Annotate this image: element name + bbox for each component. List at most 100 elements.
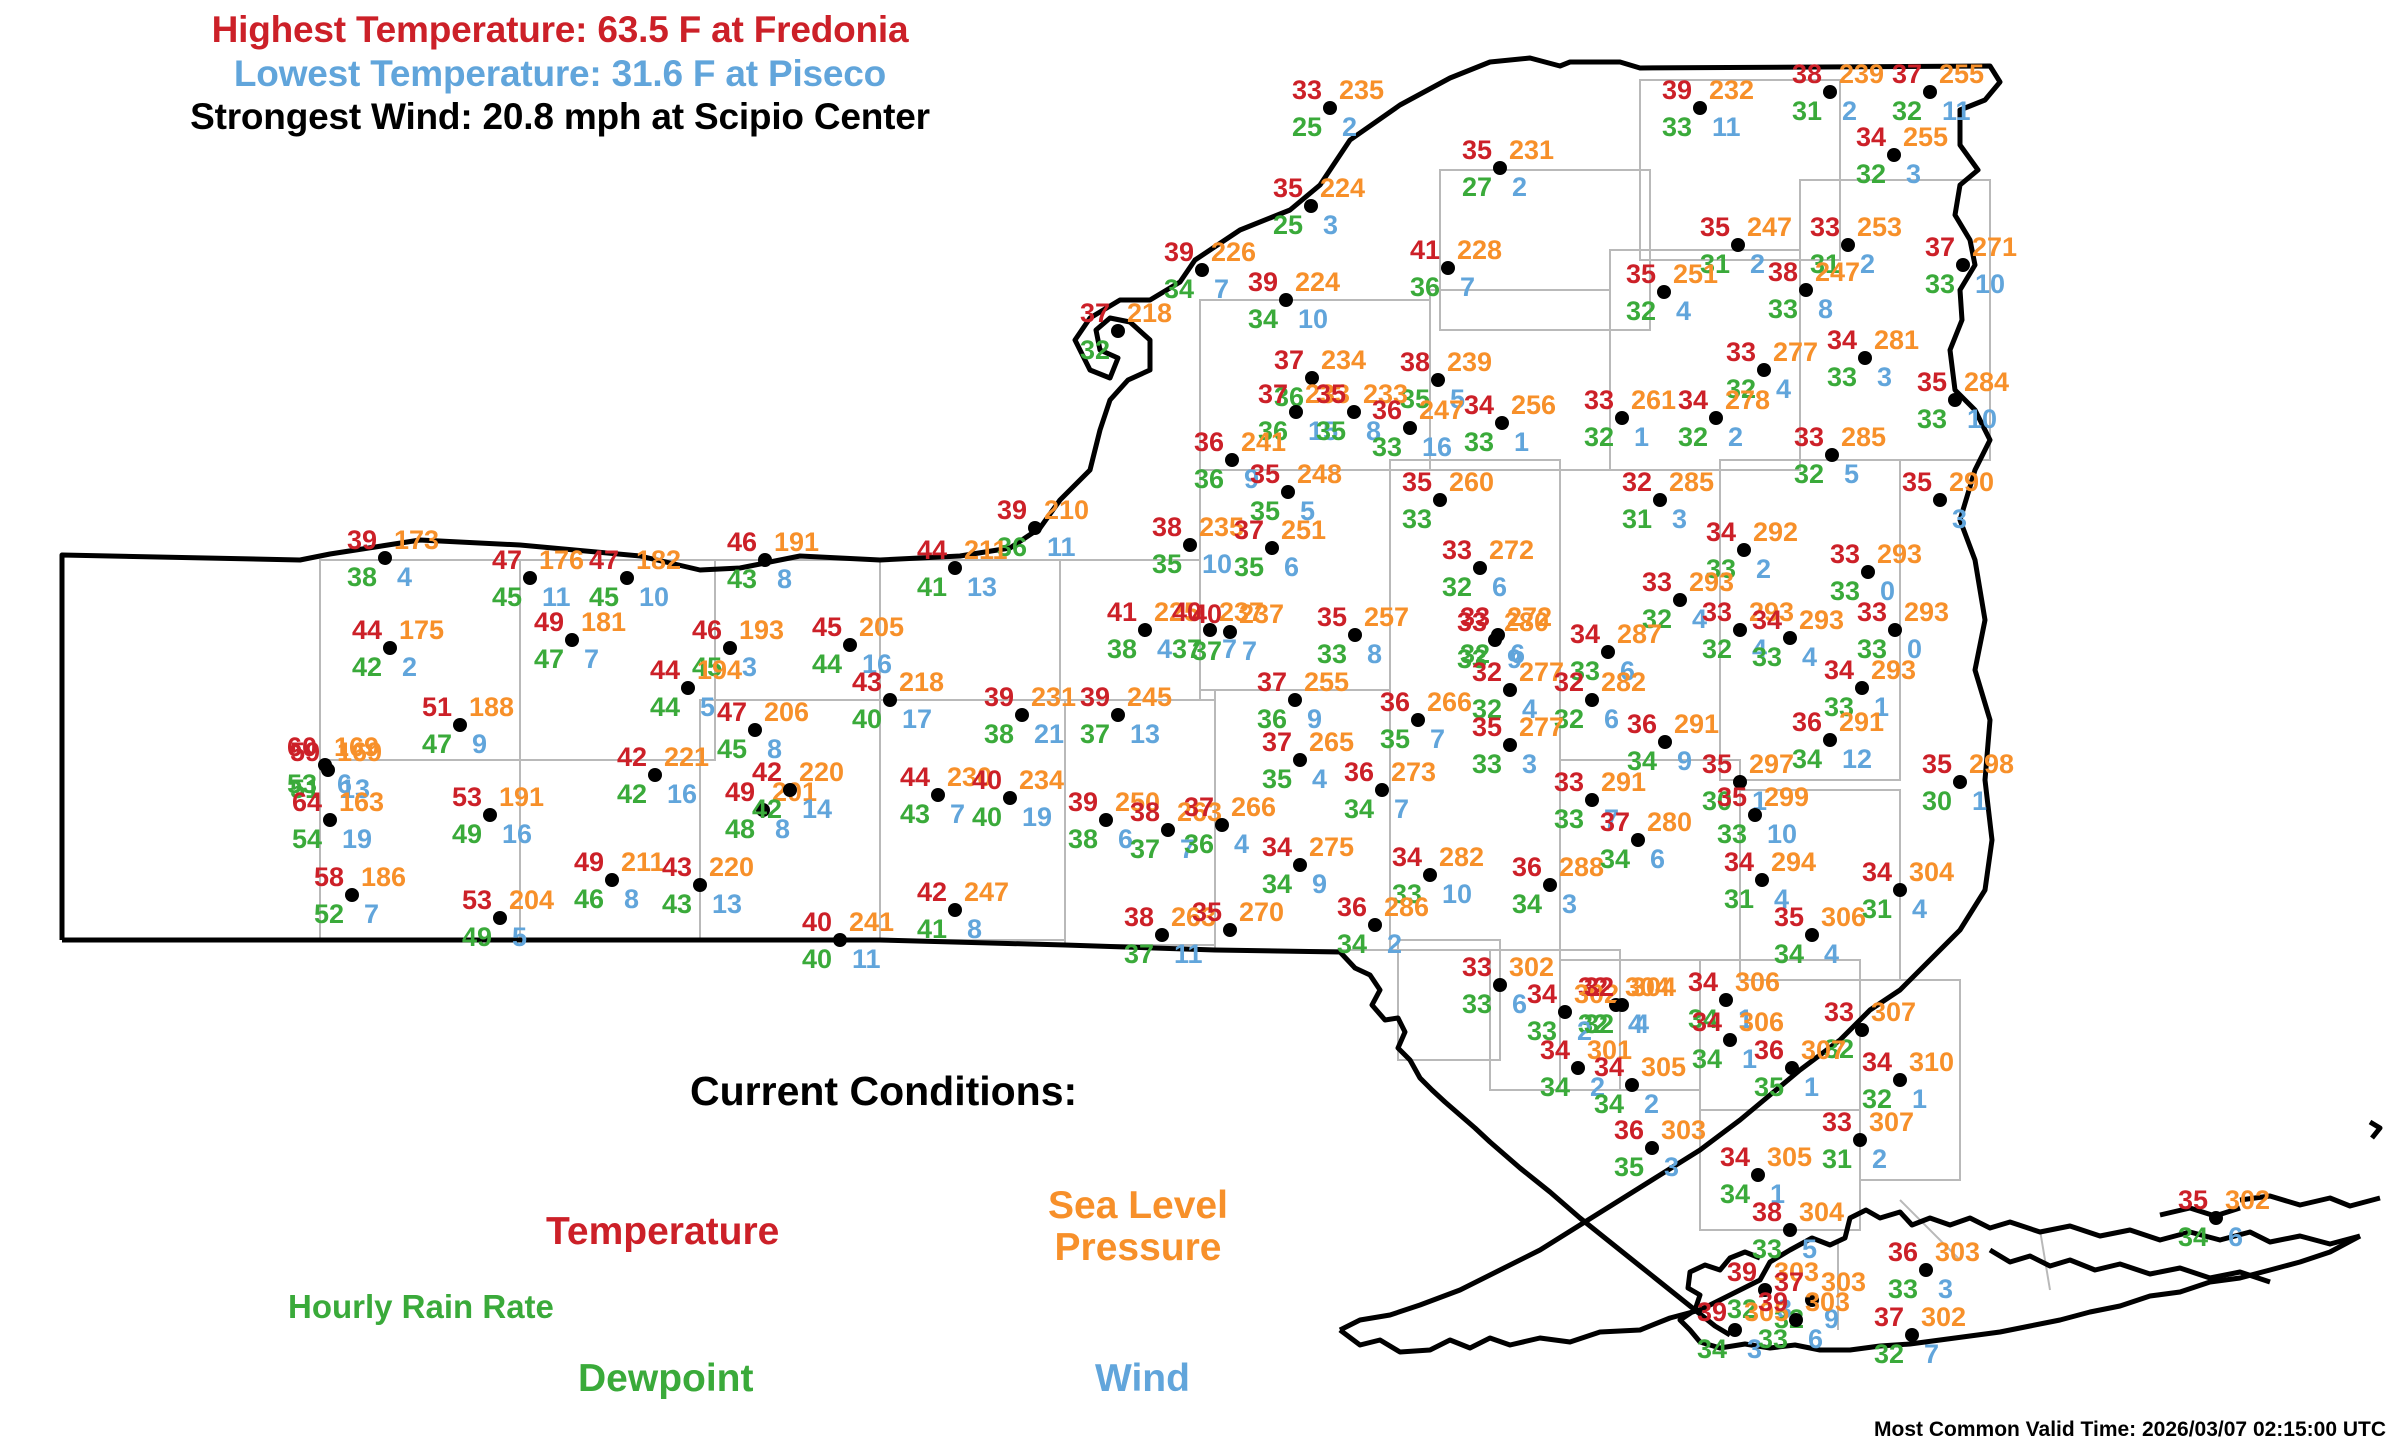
station-pressure: 287 (1617, 619, 1663, 649)
station-pressure: 228 (1457, 235, 1503, 265)
station-temperature: 35 (1699, 212, 1730, 242)
station-dot-icon (931, 788, 945, 802)
station-dot-icon (1431, 373, 1445, 387)
station-dot-icon (1433, 493, 1447, 507)
station-pressure: 298 (1969, 749, 2015, 779)
station-dewpoint: 33 (1767, 294, 1798, 324)
station-dot-icon (1853, 1133, 1867, 1147)
station-wind: 9 (1507, 644, 1523, 674)
station-wind: 4 (1802, 642, 1818, 672)
station-temperature: 33 (1793, 422, 1824, 452)
station-temperature: 36 (1511, 852, 1542, 882)
station-dewpoint: 34 (1336, 929, 1367, 959)
station-wind: 2 (1387, 929, 1403, 959)
station-dot-icon (1411, 713, 1425, 727)
station-pressure: 239 (1447, 347, 1493, 377)
station-dewpoint: 35 (1379, 724, 1410, 754)
station-pressure: 204 (509, 885, 555, 915)
station-temperature: 34 (1826, 325, 1857, 355)
station-wind: 10 (1967, 404, 1998, 434)
station-dewpoint: 33 (1829, 576, 1860, 606)
station-dot-icon (1858, 351, 1872, 365)
station-dot-icon (1953, 775, 1967, 789)
station-pressure: 225 (1154, 597, 1200, 627)
station-pressure: 304 (1799, 1197, 1845, 1227)
station-temperature: 41 (1409, 235, 1440, 265)
station-wind: 3 (1747, 1334, 1763, 1364)
station-temperature: 36 (1336, 892, 1367, 922)
station-pressure: 282 (1439, 842, 1485, 872)
station-dot-icon (1368, 918, 1382, 932)
station-temperature: 37 (1891, 59, 1922, 89)
station-dewpoint: 32 (1553, 704, 1584, 734)
station-pressure: 205 (859, 612, 905, 642)
station-wind: 9 (1244, 464, 1260, 494)
station-dot-icon (565, 633, 579, 647)
station-pressure: 247 (964, 877, 1010, 907)
station-pressure: 271 (1972, 232, 2018, 262)
station-dewpoint: 35 (1315, 416, 1346, 446)
station-dewpoint: 33 (1751, 1234, 1782, 1264)
station-dewpoint: 40 (971, 802, 1002, 832)
station-wind: 13 (340, 774, 371, 804)
station-dot-icon (1757, 363, 1771, 377)
station-dot-icon (1855, 681, 1869, 695)
station-dot-icon (1888, 623, 1902, 637)
station-dot-icon (1956, 258, 1970, 272)
station-wind: 16 (862, 649, 893, 679)
station-pressure: 255 (1304, 667, 1350, 697)
summary-header: Highest Temperature: 63.5 F at Fredonia … (0, 8, 1120, 139)
station-pressure: 234 (1019, 765, 1065, 795)
station-temperature: 44 (899, 762, 930, 792)
station-temperature: 35 (1773, 902, 1804, 932)
station-dot-icon (833, 933, 847, 947)
station-dewpoint: 34 (1687, 1004, 1718, 1034)
station-pressure: 224 (1320, 173, 1366, 203)
station-dot-icon (1893, 1073, 1907, 1087)
legend-slp-line2: Pressure (1054, 1225, 1222, 1269)
station-wind: 6 (1650, 844, 1666, 874)
station-pressure: 191 (499, 782, 545, 812)
station-dot-icon (1558, 1005, 1572, 1019)
station-wind: 8 (1367, 639, 1383, 669)
station-pressure: 305 (1641, 1052, 1687, 1082)
station-pressure: 181 (581, 607, 627, 637)
station-dewpoint: 32 (1701, 634, 1732, 664)
station-wind: 2 (1842, 96, 1858, 126)
station-dewpoint: 47 (421, 729, 452, 759)
station-temperature: 44 (351, 615, 382, 645)
station-dot-icon (1155, 928, 1169, 942)
station-wind: 2 (402, 652, 418, 682)
station-pressure: 175 (399, 615, 445, 645)
station-dewpoint: 35 (1753, 1072, 1784, 1102)
station-wind: 4 (1628, 1009, 1644, 1039)
station-wind: 2 (1512, 172, 1528, 202)
station-temperature: 37 (1233, 515, 1264, 545)
station-dot-icon (1861, 565, 1875, 579)
station-temperature: 35 (1901, 467, 1932, 497)
station-temperature: 39 (1726, 1257, 1757, 1287)
station-pressure: 206 (764, 697, 810, 727)
station-temperature: 34 (1861, 1047, 1892, 1077)
station-wind: 8 (624, 884, 640, 914)
station-pressure: 281 (1874, 325, 1920, 355)
station-dewpoint: 38 (346, 562, 377, 592)
station-pressure: 220 (799, 757, 845, 787)
station-pressure: 297 (1749, 749, 1795, 779)
station-wind: 7 (584, 644, 600, 674)
station-pressure: 302 (1509, 952, 1555, 982)
station-temperature: 39 (1163, 237, 1194, 267)
station-dot-icon (1693, 101, 1707, 115)
station-dot-icon (1473, 561, 1487, 575)
station-dewpoint: 33 (1887, 1274, 1918, 1304)
station-temperature: 39 (1247, 267, 1278, 297)
station-pressure: 292 (1753, 517, 1799, 547)
station-dewpoint: 34 (1773, 939, 1804, 969)
station-dewpoint: 25 (1272, 210, 1303, 240)
station-dewpoint: 34 (1593, 1089, 1624, 1119)
station-temperature: 36 (1791, 707, 1822, 737)
station-wind: 3 (1672, 504, 1688, 534)
station-dot-icon (1503, 738, 1517, 752)
station-wind: 1 (1770, 1179, 1786, 1209)
station-dewpoint: 34 (1261, 869, 1292, 899)
